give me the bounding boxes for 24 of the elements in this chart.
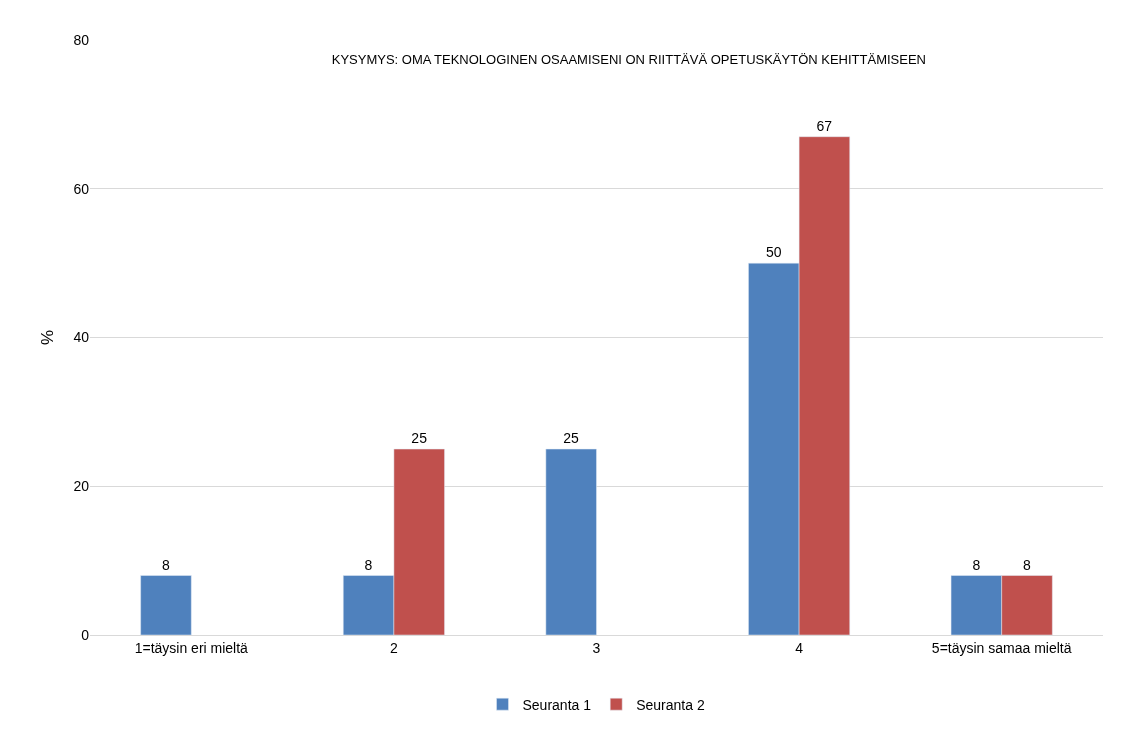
y-tick-label: 20 (73, 478, 90, 495)
data-label: 50 (765, 244, 782, 261)
bar (140, 575, 192, 635)
y-tick-label: 40 (73, 329, 90, 346)
data-label: 8 (364, 556, 373, 573)
y-tick-label: 60 (73, 180, 90, 197)
x-tick-label: 3 (592, 639, 601, 656)
y-tick-label: 80 (73, 31, 90, 48)
data-label: 25 (411, 430, 428, 447)
legend-label: Seuranta 1 (522, 696, 592, 713)
x-tick-label: 1=täysin eri mieltä (134, 639, 249, 656)
x-tick-label: 5=täysin samaa mieltä (931, 639, 1072, 656)
data-label: 25 (563, 430, 580, 447)
data-label: 67 (816, 117, 833, 134)
data-label: 8 (1023, 556, 1032, 573)
data-label: 8 (972, 556, 981, 573)
legend-label: Seuranta 2 (636, 696, 705, 713)
y-tick-label: 0 (81, 626, 90, 643)
text: KYSYMYS: OMA TEKNOLOGINEN OSAAMISENI ON RIITTÄVÄ OPETUSKÄYTÖN KEHITTÄMISEEN (331, 52, 927, 68)
bar (545, 448, 597, 635)
x-tick-label: 4 (795, 639, 804, 656)
data-label: 8 (161, 556, 170, 573)
x-tick-label: 2 (390, 639, 398, 656)
y-axis-title: % (37, 329, 57, 346)
